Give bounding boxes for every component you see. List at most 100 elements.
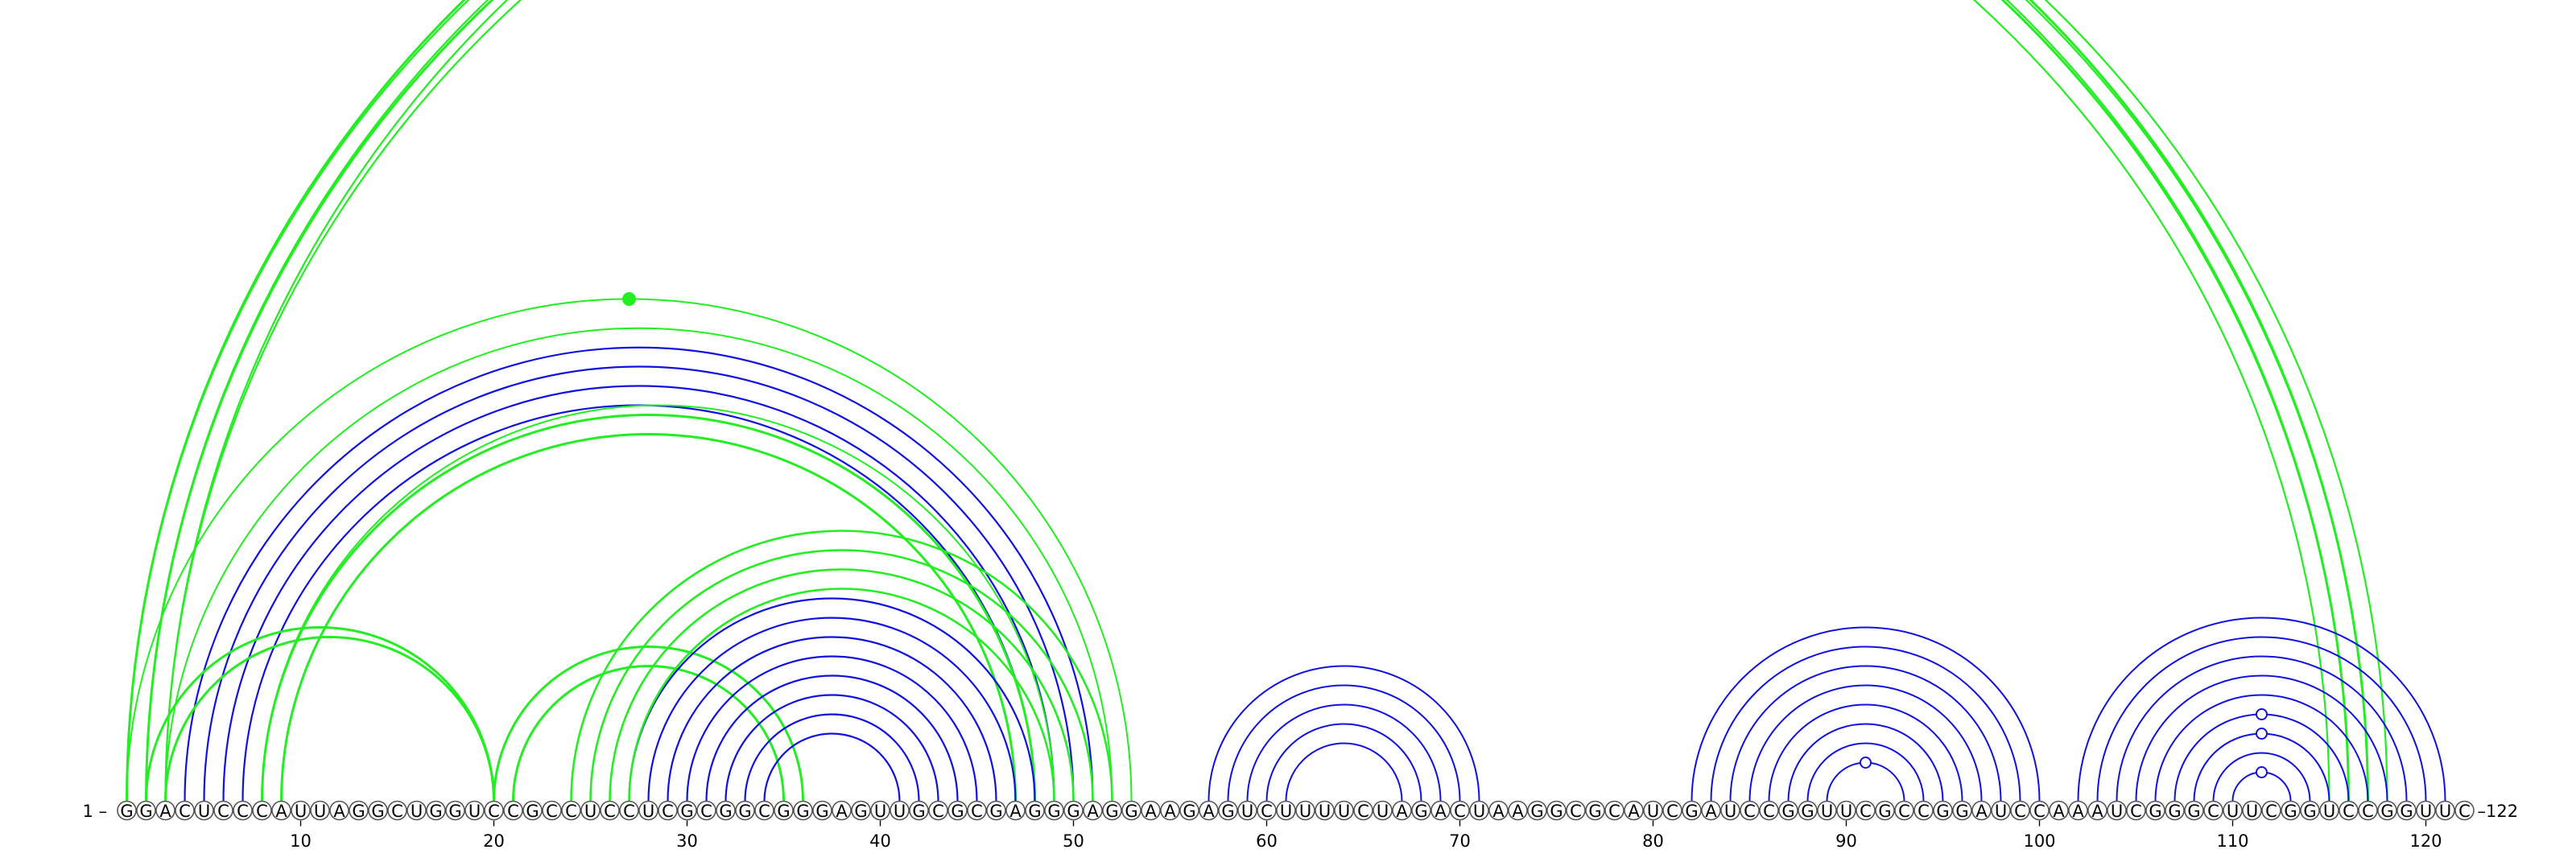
base-letter: C — [700, 802, 712, 821]
base-letter: G — [1530, 802, 1543, 821]
base-circle — [503, 800, 523, 821]
base-pair-arc — [1285, 742, 1403, 802]
base-letter: A — [836, 802, 848, 821]
base-letter: G — [2400, 802, 2413, 821]
base-letter: C — [1570, 802, 1582, 821]
base-circle — [1044, 800, 1064, 821]
base-letter: C — [1357, 802, 1369, 821]
base-letter: U — [1299, 802, 1311, 821]
base-letter: C — [2207, 802, 2219, 821]
base-circle — [1430, 800, 1451, 821]
base-circle — [291, 800, 311, 821]
base-letter: A — [2072, 802, 2084, 821]
base-letter: G — [1878, 802, 1891, 821]
base-circle — [271, 800, 291, 821]
base-letter: G — [1801, 802, 1814, 821]
base-letter: A — [1396, 802, 1408, 821]
base-circle — [1353, 800, 1373, 821]
base-letter: U — [1821, 802, 1833, 821]
base-circle — [812, 800, 832, 821]
base-letter: U — [642, 802, 654, 821]
base-letter: A — [1145, 802, 1157, 821]
base-pair-arc — [2212, 752, 2311, 802]
base-letter: A — [2053, 802, 2065, 821]
base-letter: U — [1319, 802, 1331, 821]
base-pair-arc — [145, 0, 2350, 802]
base-letter: A — [159, 802, 171, 821]
base-letter: G — [120, 802, 133, 821]
tick-label: 40 — [869, 831, 891, 851]
base-circle — [2203, 800, 2223, 821]
base-letter: G — [1028, 802, 1041, 821]
base-letter: C — [256, 802, 268, 821]
base-circle — [1546, 800, 1567, 821]
base-letter: U — [469, 802, 481, 821]
base-letter: G — [2168, 802, 2181, 821]
base-letter: A — [1203, 802, 1215, 821]
base-letter: C — [2343, 802, 2355, 821]
base-circle — [2087, 800, 2107, 821]
base-circle — [696, 800, 716, 821]
base-circle — [252, 800, 272, 821]
arc-marker — [622, 292, 636, 306]
base-letter: C — [1666, 802, 1678, 821]
base-letter: C — [1763, 802, 1775, 821]
base-circle — [2184, 800, 2204, 821]
base-circle — [1237, 800, 1257, 821]
base-circle — [2377, 800, 2397, 821]
base-letter: U — [894, 802, 906, 821]
arc-marker — [2256, 728, 2268, 740]
base-pair-arc — [1729, 665, 2002, 802]
base-pair-arc — [2096, 636, 2427, 802]
base-pair-arc — [145, 0, 2369, 802]
base-circle — [735, 800, 755, 821]
base-pair-arc — [628, 597, 1036, 802]
base-circle — [194, 800, 214, 821]
base-letter: G — [1550, 802, 1563, 821]
arc-marker — [2256, 708, 2268, 720]
base-circle — [1604, 800, 1624, 821]
base-circle — [1257, 800, 1277, 821]
base-circle — [1179, 800, 1199, 821]
base-letter: G — [1781, 802, 1794, 821]
base-circle — [1218, 800, 1238, 821]
base-circle — [2010, 800, 2030, 821]
base-circle — [426, 800, 446, 821]
base-circle — [774, 800, 794, 821]
base-letter: G — [777, 802, 790, 821]
base-letter: G — [2284, 802, 2297, 821]
base-circle — [1102, 800, 1122, 821]
base-circle — [1025, 800, 1045, 821]
base-circle — [136, 800, 156, 821]
base-circle — [619, 800, 639, 821]
base-circle — [522, 800, 543, 821]
base-letter: U — [1473, 802, 1485, 821]
base-pair-arc — [589, 549, 1094, 802]
base-letter: G — [371, 802, 384, 821]
base-circle — [1933, 800, 1953, 821]
base-letter: G — [1067, 802, 1080, 821]
base-letter: C — [546, 802, 558, 821]
base-circle — [2068, 800, 2088, 821]
base-pair-arc — [1768, 703, 1963, 802]
base-letter: A — [1512, 802, 1524, 821]
base-letter: C — [1860, 802, 1872, 821]
tick-label: 80 — [1642, 831, 1664, 851]
base-pair-arc — [724, 694, 939, 802]
base-circle — [1624, 800, 1644, 821]
tick-label: 10 — [290, 831, 312, 851]
base-letter: U — [1280, 802, 1292, 821]
base-circle — [1913, 800, 1934, 821]
base-circle — [542, 800, 562, 821]
base-circle — [1643, 800, 1663, 821]
base-pair-arc — [686, 655, 978, 802]
base-pair-arc — [705, 674, 959, 802]
base-letter: C — [507, 802, 519, 821]
base-circle — [310, 800, 330, 821]
base-pair-arc — [763, 732, 901, 802]
base-circle — [754, 800, 774, 821]
base-pair-arc — [203, 365, 1075, 802]
arc-marker — [2256, 766, 2268, 778]
base-circle — [1875, 800, 1895, 821]
